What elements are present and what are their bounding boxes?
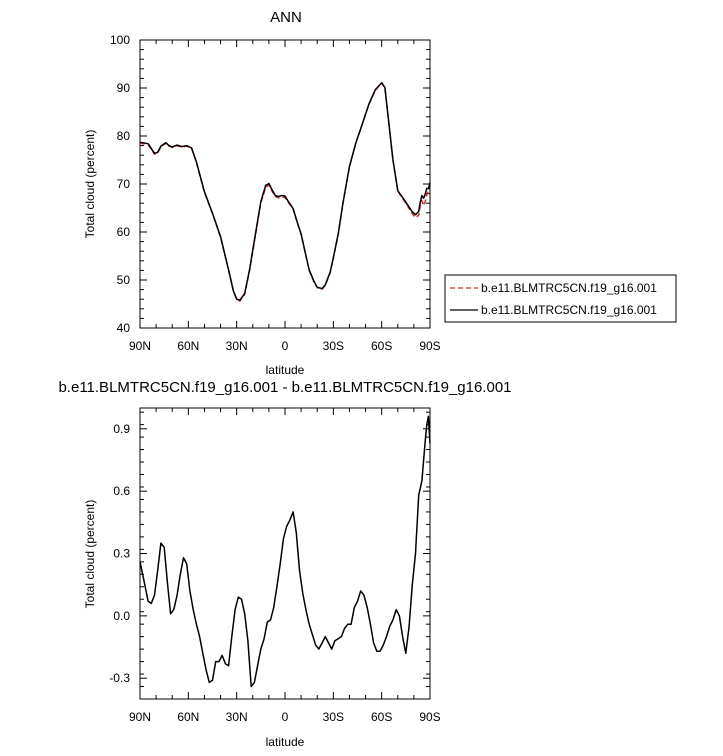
chart-title: b.e11.BLMTRC5CN.f19_g16.001 - b.e11.BLMT…: [58, 379, 511, 396]
legend-entry-label: b.e11.BLMTRC5CN.f19_g16.001: [481, 303, 657, 317]
y-tick-label: 0.9: [113, 422, 130, 436]
y-tick-label: 80: [117, 129, 131, 143]
x-tick-label: 90S: [419, 710, 440, 724]
series-line-0: [139, 415, 431, 688]
x-tick-label: 30N: [226, 710, 248, 724]
legend-entry-label: b.e11.BLMTRC5CN.f19_g16.001: [481, 281, 657, 295]
x-tick-label: 30N: [226, 339, 248, 353]
plot-frame: [139, 39, 431, 329]
series-line-1: [139, 81, 431, 301]
y-tick-label: 70: [117, 177, 131, 191]
bottom-panel: b.e11.BLMTRC5CN.f19_g16.001 - b.e11.BLMT…: [58, 379, 511, 749]
y-tick-label: 0.3: [113, 547, 130, 561]
plot-frame: [139, 407, 431, 700]
x-tick-label: 90N: [129, 339, 151, 353]
legend: b.e11.BLMTRC5CN.f19_g16.001 b.e11.BLMTRC…: [444, 274, 677, 323]
x-tick-label: 30S: [323, 339, 344, 353]
y-tick-label: 100: [110, 33, 130, 47]
y-axis-label: Total cloud (percent): [83, 130, 97, 239]
y-tick-label: 90: [117, 81, 131, 95]
y-axis-label: Total cloud (percent): [83, 500, 97, 609]
y-tick-label: 0.0: [113, 609, 130, 623]
x-tick-label: 0: [282, 710, 289, 724]
y-tick-label: 60: [117, 225, 131, 239]
top-panel: ANN 90N 60N 30N 0 30S 60S 90S 40 50 60 70 80 90 100 l…: [83, 9, 441, 377]
x-tick-label: 60S: [371, 339, 392, 353]
x-axis-label: latitude: [266, 735, 305, 749]
x-tick-label: 60N: [177, 710, 199, 724]
chart-title: ANN: [270, 9, 302, 26]
x-axis-label: latitude: [266, 363, 305, 377]
legend-box: [444, 274, 677, 323]
x-tick-label: 30S: [323, 710, 344, 724]
y-tick-label: -0.3: [109, 671, 130, 685]
x-tick-label: 90S: [419, 339, 440, 353]
y-tick-label: 40: [117, 321, 131, 335]
x-tick-label: 60S: [371, 710, 392, 724]
x-tick-label: 90N: [129, 710, 151, 724]
series-line-0: [139, 82, 431, 302]
x-tick-label: 60N: [177, 339, 199, 353]
y-tick-label: 50: [117, 273, 131, 287]
x-tick-label: 0: [282, 339, 289, 353]
y-tick-label: 0.6: [113, 484, 130, 498]
